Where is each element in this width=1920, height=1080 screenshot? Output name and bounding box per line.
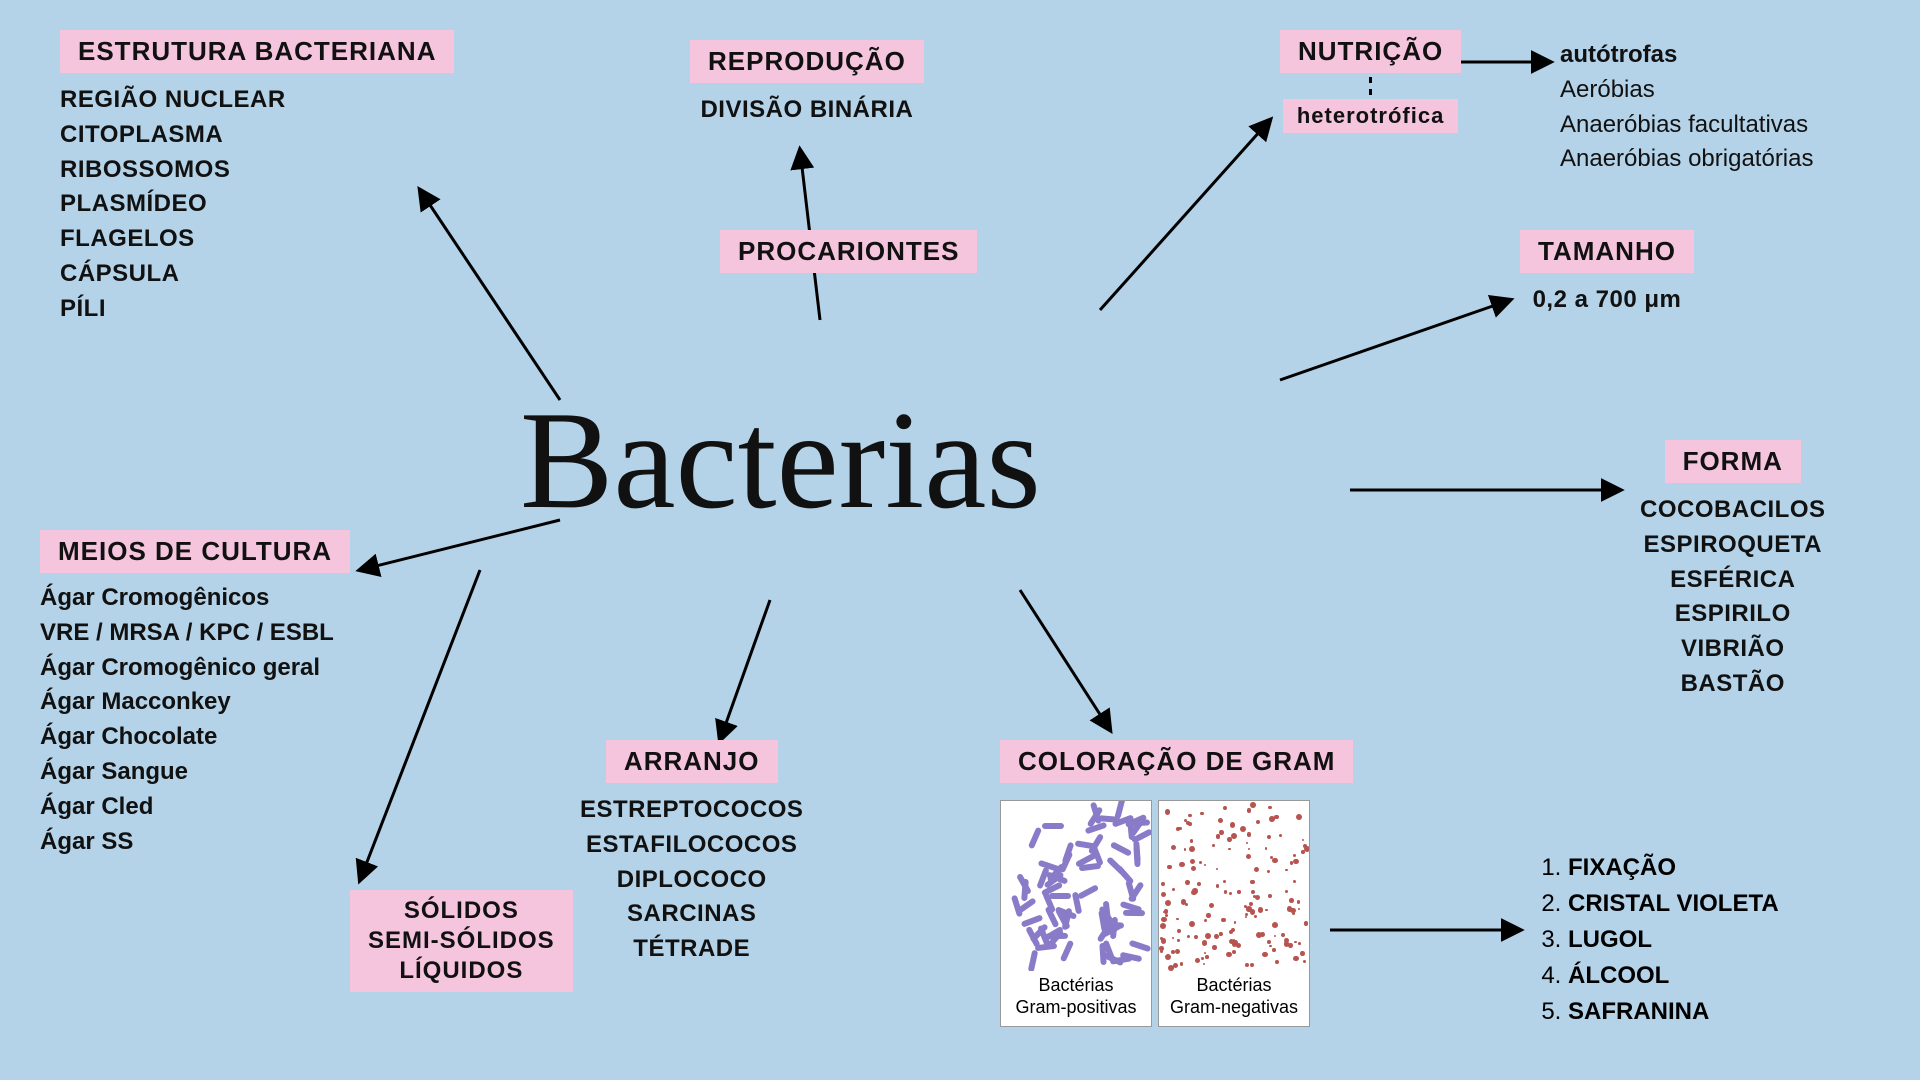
list-item: ESPIRILO — [1640, 597, 1826, 632]
list-item: Ágar Cled — [40, 790, 350, 825]
list-item: CITOPLASMA — [60, 118, 454, 153]
text-reproducao-sub: DIVISÃO BINÁRIA — [690, 93, 924, 128]
list-item: SÓLIDOS — [368, 896, 555, 926]
list-item: Anaeróbias obrigatórias — [1560, 142, 1814, 177]
tag-meios-sub: SÓLIDOSSEMI-SÓLIDOSLÍQUIDOS — [350, 890, 573, 992]
list-item: Ágar SS — [40, 825, 350, 860]
gram-pos-cap2: Gram-positivas — [1015, 997, 1136, 1017]
gram-neg-cap1: Bactérias — [1196, 975, 1271, 995]
list-item: FLAGELOS — [60, 222, 454, 257]
node-meios-subtag: SÓLIDOSSEMI-SÓLIDOSLÍQUIDOS — [350, 890, 573, 992]
center-title: Bacterias — [520, 380, 1041, 541]
node-arranjo: ARRANJO ESTREPTOCOCOSESTAFILOCOCOSDIPLOC… — [580, 740, 803, 967]
list-item: TÉTRADE — [580, 932, 803, 967]
list-item: CÁPSULA — [60, 257, 454, 292]
list-item: SARCINAS — [580, 897, 803, 932]
tag-nutricao: NUTRIÇÃO — [1280, 30, 1461, 73]
node-forma: FORMA COCOBACILOSESPIROQUETAESFÉRICAESPI… — [1640, 440, 1826, 702]
node-tamanho: TAMANHO 0,2 a 700 μm — [1520, 230, 1694, 318]
list-item: ESTREPTOCOCOS — [580, 793, 803, 828]
node-procariontes: PROCARIONTES — [720, 230, 977, 273]
list-item: Ágar Cromogênico geral — [40, 651, 350, 686]
list-item: LÍQUIDOS — [368, 956, 555, 986]
gram-steps: FIXAÇÃOCRISTAL VIOLETALUGOLÁLCOOLSAFRANI… — [1540, 850, 1779, 1030]
node-nutricao: NUTRIÇÃO heterotrófica — [1280, 30, 1461, 133]
list-estrutura: REGIÃO NUCLEARCITOPLASMARIBOSSOMOSPLASMÍ… — [60, 83, 454, 327]
list-item: VRE / MRSA / KPC / ESBL — [40, 616, 350, 651]
list-forma: COCOBACILOSESPIROQUETAESFÉRICAESPIRILOVI… — [1640, 493, 1826, 702]
list-item: SAFRANINA — [1568, 994, 1779, 1030]
list-item: REGIÃO NUCLEAR — [60, 83, 454, 118]
list-item: Aeróbias — [1560, 73, 1814, 108]
node-meios: MEIOS DE CULTURA Ágar CromogênicosVRE / … — [40, 530, 350, 859]
node-reproducao: REPRODUÇÃO DIVISÃO BINÁRIA — [690, 40, 924, 128]
list-item: VIBRIÃO — [1640, 632, 1826, 667]
gram-pos-cap1: Bactérias — [1038, 975, 1113, 995]
tag-heterotrofica: heterotrófica — [1283, 99, 1458, 133]
tag-tamanho: TAMANHO — [1520, 230, 1694, 273]
center-title-text: Bacterias — [520, 383, 1041, 538]
list-item: ESPIROQUETA — [1640, 528, 1826, 563]
list-item: COCOBACILOS — [1640, 493, 1826, 528]
tag-arranjo: ARRANJO — [606, 740, 778, 783]
list-item: CRISTAL VIOLETA — [1568, 886, 1779, 922]
tag-meios: MEIOS DE CULTURA — [40, 530, 350, 573]
gram-negative-cell: BactériasGram-negativas — [1158, 800, 1310, 1027]
list-item: Ágar Sangue — [40, 755, 350, 790]
list-item: ESTAFILOCOCOS — [580, 828, 803, 863]
node-estrutura: ESTRUTURA BACTERIANA REGIÃO NUCLEARCITOP… — [60, 30, 454, 327]
list-item: DIPLOCOCO — [580, 863, 803, 898]
node-gram: COLORAÇÃO DE GRAM — [1000, 740, 1353, 783]
list-item: ÁLCOOL — [1568, 958, 1779, 994]
list-nutricao-side: autótrofasAeróbiasAnaeróbias facultativa… — [1560, 30, 1814, 177]
list-meios: Ágar CromogênicosVRE / MRSA / KPC / ESBL… — [40, 581, 350, 859]
list-item: PÍLI — [60, 292, 454, 327]
gram-neg-cap2: Gram-negativas — [1170, 997, 1298, 1017]
list-item: Ágar Macconkey — [40, 685, 350, 720]
text-tamanho-value: 0,2 a 700 μm — [1520, 283, 1694, 318]
tag-estrutura: ESTRUTURA BACTERIANA — [60, 30, 454, 73]
list-item: Anaeróbias facultativas — [1560, 108, 1814, 143]
list-item: FIXAÇÃO — [1568, 850, 1779, 886]
gram-image-panel: BactériasGram-positivas BactériasGram-ne… — [1000, 800, 1310, 1027]
list-item: autótrofas — [1560, 38, 1814, 73]
tag-gram: COLORAÇÃO DE GRAM — [1000, 740, 1353, 783]
list-item: Ágar Chocolate — [40, 720, 350, 755]
tag-forma: FORMA — [1665, 440, 1801, 483]
tag-procariontes: PROCARIONTES — [720, 230, 977, 273]
list-item: SEMI-SÓLIDOS — [368, 926, 555, 956]
list-item: Ágar Cromogênicos — [40, 581, 350, 616]
list-arranjo: ESTREPTOCOCOSESTAFILOCOCOSDIPLOCOCOSARCI… — [580, 793, 803, 967]
list-item: PLASMÍDEO — [60, 187, 454, 222]
gram-positive-cell: BactériasGram-positivas — [1000, 800, 1152, 1027]
list-item: LUGOL — [1568, 922, 1779, 958]
list-item: BASTÃO — [1640, 667, 1826, 702]
list-item: RIBOSSOMOS — [60, 153, 454, 188]
tag-reproducao: REPRODUÇÃO — [690, 40, 924, 83]
list-item: ESFÉRICA — [1640, 563, 1826, 598]
